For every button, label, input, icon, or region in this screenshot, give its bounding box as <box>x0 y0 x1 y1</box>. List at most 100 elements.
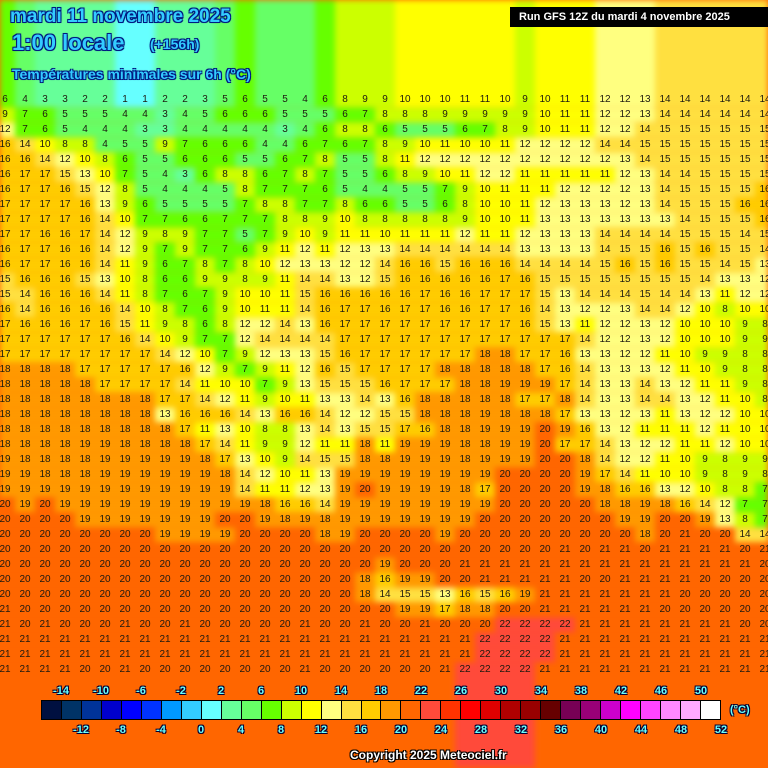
grid-value: 12 <box>299 484 311 495</box>
grid-value: 20 <box>99 619 111 630</box>
grid-value: 14 <box>419 244 431 255</box>
grid-value: 21 <box>659 559 671 570</box>
grid-value: 9 <box>522 124 528 135</box>
grid-value: 21 <box>679 649 691 660</box>
grid-value: 21 <box>599 589 611 600</box>
grid-value: 17 <box>19 334 31 345</box>
grid-value: 4 <box>182 124 188 135</box>
grid-value: 17 <box>419 334 431 345</box>
grid-value: 16 <box>39 229 51 240</box>
grid-value: 17 <box>539 364 551 375</box>
grid-value: 21 <box>239 649 251 660</box>
grid-value: 8 <box>762 349 768 360</box>
grid-value: 20 <box>159 559 171 570</box>
grid-value: 19 <box>339 484 351 495</box>
grid-value: 10 <box>739 409 751 420</box>
grid-value: 17 <box>399 349 411 360</box>
grid-value: 20 <box>99 664 111 675</box>
grid-value: 20 <box>419 559 431 570</box>
grid-value: 14 <box>599 454 611 465</box>
grid-value: 13 <box>579 409 591 420</box>
legend-tick-label: 34 <box>534 685 548 697</box>
grid-value: 20 <box>519 499 531 510</box>
grid-value: 12 <box>599 184 611 195</box>
grid-value: 20 <box>179 544 191 555</box>
grid-value: 12 <box>259 319 271 330</box>
grid-value: 10 <box>679 469 691 480</box>
grid-value: 19 <box>179 454 191 465</box>
grid-value: 18 <box>19 439 31 450</box>
grid-value: 13 <box>339 394 351 405</box>
grid-value: 6 <box>222 109 228 120</box>
grid-value: 14 <box>539 259 551 270</box>
grid-value: 9 <box>702 349 708 360</box>
grid-value: 16 <box>459 304 471 315</box>
grid-value: 10 <box>759 409 768 420</box>
grid-value: 3 <box>182 169 188 180</box>
grid-value: 11 <box>319 439 331 450</box>
grid-value: 18 <box>479 439 491 450</box>
grid-value: 5 <box>242 229 248 240</box>
grid-value: 20 <box>239 619 251 630</box>
grid-value: 5 <box>222 94 228 105</box>
grid-value: 20 <box>599 514 611 525</box>
grid-value: 18 <box>39 469 51 480</box>
grid-value: 20 <box>239 529 251 540</box>
grid-value: 18 <box>439 409 451 420</box>
grid-value: 11 <box>719 394 731 405</box>
grid-value: 7 <box>122 169 128 180</box>
grid-value: 20 <box>239 559 251 570</box>
grid-value: 18 <box>139 409 151 420</box>
grid-value: 7 <box>262 229 268 240</box>
grid-value: 20 <box>279 604 291 615</box>
grid-value: 21 <box>579 649 591 660</box>
grid-value: 9 <box>262 439 268 450</box>
grid-value: 7 <box>222 349 228 360</box>
grid-value: 17 <box>479 334 491 345</box>
grid-value: 11 <box>499 184 511 195</box>
grid-value: 20 <box>419 529 431 540</box>
grid-value: 19 <box>459 469 471 480</box>
grid-value: 16 <box>419 259 431 270</box>
grid-value: 6 <box>202 169 208 180</box>
grid-value: 15 <box>699 259 711 270</box>
grid-value: 21 <box>39 634 51 645</box>
grid-value: 16 <box>59 259 71 270</box>
grid-value: 21 <box>679 574 691 585</box>
grid-value: 20 <box>39 559 51 570</box>
grid-value: 20 <box>59 514 71 525</box>
grid-value: 21 <box>639 649 651 660</box>
grid-value: 21 <box>319 634 331 645</box>
grid-value: 19 <box>339 499 351 510</box>
grid-value: 14 <box>699 109 711 120</box>
grid-value: 17 <box>399 334 411 345</box>
grid-value: 16 <box>459 259 471 270</box>
grid-value: 21 <box>239 634 251 645</box>
grid-value: 12 <box>659 334 671 345</box>
grid-value: 14 <box>679 109 691 120</box>
grid-value: 16 <box>379 379 391 390</box>
grid-value: 14 <box>659 199 671 210</box>
grid-value: 10 <box>259 454 271 465</box>
grid-value: 20 <box>279 589 291 600</box>
grid-value: 9 <box>222 304 228 315</box>
legend-swatch <box>561 701 582 719</box>
grid-value: 18 <box>0 409 11 420</box>
grid-value: 17 <box>439 379 451 390</box>
legend-swatch <box>661 701 681 719</box>
grid-value: 20 <box>179 559 191 570</box>
grid-value: 21 <box>699 619 711 630</box>
grid-value: 9 <box>742 379 748 390</box>
grid-value: 13 <box>639 409 651 420</box>
grid-value: 9 <box>362 94 368 105</box>
legend-tick-label: 18 <box>374 685 388 697</box>
grid-value: 21 <box>299 664 311 675</box>
grid-value: 19 <box>419 469 431 480</box>
grid-value: 2 <box>102 94 108 105</box>
grid-value: 17 <box>139 364 151 375</box>
grid-value: 19 <box>119 454 131 465</box>
grid-value: 18 <box>19 454 31 465</box>
grid-value: 15 <box>639 139 651 150</box>
grid-value: 11 <box>279 289 291 300</box>
grid-value: 20 <box>199 664 211 675</box>
